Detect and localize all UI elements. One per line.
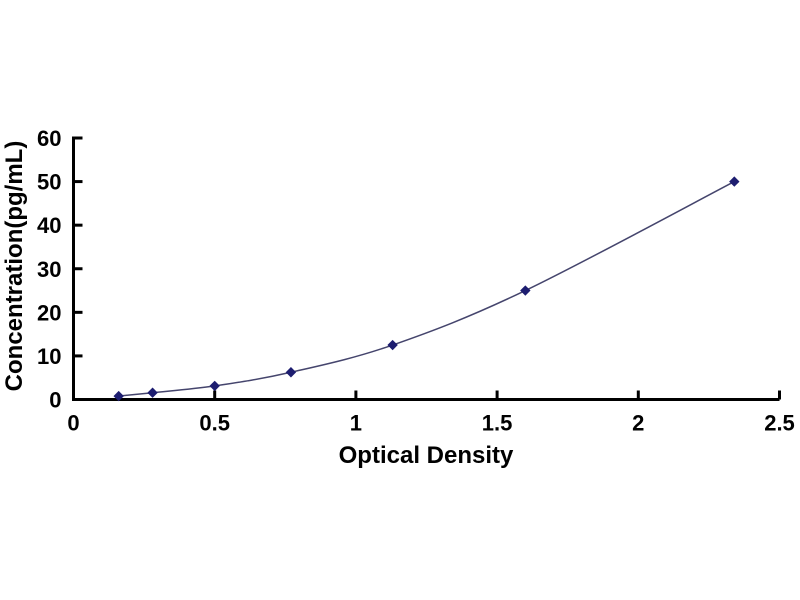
- y-tick-label: 60: [37, 126, 61, 151]
- x-tick-label: 0.5: [199, 411, 230, 436]
- x-axis-title: Optical Density: [339, 442, 514, 469]
- y-tick-label: 30: [37, 257, 61, 282]
- standard-curve-series: [113, 176, 740, 402]
- x-tick-label: 2.5: [764, 411, 795, 436]
- series-line: [118, 180, 735, 397]
- axes: 0 10 20 30 40 50 60 0 0.5 1 1.5 2 2.5: [37, 126, 795, 436]
- data-point-marker: [520, 285, 531, 296]
- y-tick-label: 10: [37, 344, 61, 369]
- y-axis-title: Concentration(pg/mL): [1, 141, 28, 392]
- data-point-marker: [113, 390, 124, 402]
- axis-spine: [72, 136, 780, 401]
- data-point-marker: [209, 380, 220, 392]
- x-tick-label: 1.5: [482, 411, 513, 436]
- data-point-marker: [387, 339, 398, 351]
- y-tick-label: 0: [49, 388, 61, 413]
- data-point-marker: [147, 387, 158, 398]
- y-tick-label: 20: [37, 300, 61, 325]
- data-point-marker: [729, 176, 740, 187]
- y-tick-label: 40: [37, 213, 61, 238]
- x-tick-label: 2: [632, 411, 644, 436]
- y-tick-label: 50: [37, 170, 61, 195]
- data-point-marker: [285, 367, 297, 378]
- x-tick-label: 1: [350, 411, 362, 436]
- x-tick-label: 0: [67, 411, 79, 436]
